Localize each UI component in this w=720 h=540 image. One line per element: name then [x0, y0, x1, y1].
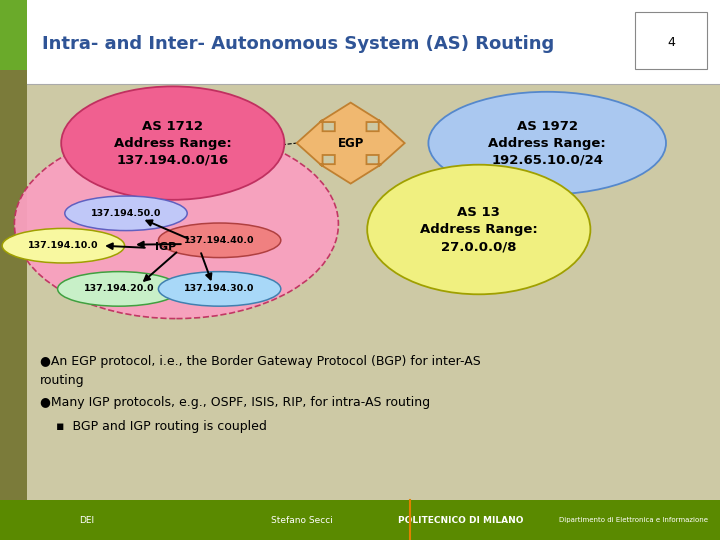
Polygon shape	[297, 103, 405, 184]
Text: EGP: EGP	[338, 137, 364, 150]
Text: 137.194.10.0: 137.194.10.0	[28, 241, 99, 250]
Text: 137.194.30.0: 137.194.30.0	[184, 285, 255, 293]
Ellipse shape	[58, 272, 180, 306]
Text: 137.194.50.0: 137.194.50.0	[91, 209, 161, 218]
FancyBboxPatch shape	[0, 0, 27, 70]
Text: 137.194.20.0: 137.194.20.0	[84, 285, 154, 293]
Text: AS 1712
Address Range:
137.194.0.0/16: AS 1712 Address Range: 137.194.0.0/16	[114, 119, 232, 167]
FancyBboxPatch shape	[635, 12, 707, 69]
Ellipse shape	[158, 223, 281, 258]
FancyBboxPatch shape	[27, 0, 720, 84]
Text: AS 1972
Address Range:
192.65.10.0/24: AS 1972 Address Range: 192.65.10.0/24	[488, 119, 606, 167]
FancyBboxPatch shape	[0, 0, 27, 500]
Ellipse shape	[428, 92, 666, 194]
Ellipse shape	[158, 272, 281, 306]
Text: 4: 4	[667, 36, 675, 49]
Text: 137.194.40.0: 137.194.40.0	[184, 236, 255, 245]
FancyBboxPatch shape	[0, 500, 720, 540]
Text: DEI: DEI	[78, 516, 94, 524]
Text: ●An EGP protocol, i.e., the Border Gateway Protocol (BGP) for inter-AS: ●An EGP protocol, i.e., the Border Gatew…	[40, 355, 480, 368]
Ellipse shape	[367, 165, 590, 294]
FancyBboxPatch shape	[27, 346, 720, 500]
Text: Dipartimento di Elettronica e Informazione: Dipartimento di Elettronica e Informazio…	[559, 517, 708, 523]
Text: Intra- and Inter- Autonomous System (AS) Routing: Intra- and Inter- Autonomous System (AS)…	[42, 35, 554, 53]
Text: Stefano Secci: Stefano Secci	[271, 516, 333, 524]
Text: IGP: IGP	[155, 242, 176, 252]
Text: AS 13
Address Range:
27.0.0.0/8: AS 13 Address Range: 27.0.0.0/8	[420, 206, 538, 253]
Ellipse shape	[14, 130, 338, 319]
Ellipse shape	[65, 196, 187, 231]
Text: ●Many IGP protocols, e.g., OSPF, ISIS, RIP, for intra-AS routing: ●Many IGP protocols, e.g., OSPF, ISIS, R…	[40, 396, 430, 409]
Ellipse shape	[2, 228, 125, 263]
Ellipse shape	[61, 86, 284, 200]
Text: routing: routing	[40, 374, 84, 387]
Text: ▪  BGP and IGP routing is coupled: ▪ BGP and IGP routing is coupled	[40, 420, 266, 433]
Text: POLITECNICO DI MILANO: POLITECNICO DI MILANO	[398, 516, 523, 524]
